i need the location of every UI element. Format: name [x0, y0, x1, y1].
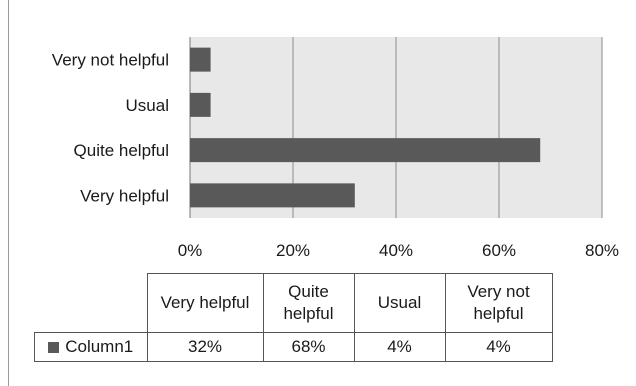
category-label: Usual — [126, 96, 169, 115]
x-tick-label: 0% — [178, 241, 203, 260]
x-tick-label: 20% — [276, 241, 310, 260]
category-label: Very helpful — [80, 186, 169, 205]
data-table-header-cell: Very not helpful — [444, 273, 553, 333]
category-label: Very not helpful — [52, 51, 169, 70]
bar — [190, 138, 541, 163]
data-table: Very helpful Quite helpful Usual Very no… — [34, 273, 553, 362]
data-table-row-label: Column1 — [34, 332, 148, 362]
bar — [190, 92, 211, 117]
bar — [190, 183, 355, 208]
x-axis-ticks: 0% 20% 40% 60% 80% — [178, 241, 619, 260]
data-table-corner — [34, 273, 148, 333]
x-tick-label: 80% — [585, 241, 619, 260]
category-labels: Very helpful Quite helpful Usual Very not h… — [52, 51, 169, 206]
data-table-header-cell: Very helpful — [146, 273, 264, 333]
x-tick-label: 40% — [379, 241, 413, 260]
data-table-cell: 4% — [444, 332, 553, 362]
data-table-cell: 68% — [262, 332, 355, 362]
legend-swatch — [48, 342, 60, 353]
series-name: Column1 — [65, 337, 134, 356]
data-table-cell: 32% — [146, 332, 264, 362]
bar-chart: Very helpful Quite helpful Usual Very not h… — [52, 37, 619, 260]
frame-left-border — [8, 0, 9, 386]
data-table-cell: 4% — [353, 332, 446, 362]
data-table-header-cell: Quite helpful — [262, 273, 355, 333]
bars — [190, 47, 541, 208]
data-table-header-row: Very helpful Quite helpful Usual Very no… — [34, 273, 553, 333]
x-tick-label: 60% — [482, 241, 516, 260]
data-table-row: Column1 32% 68% 4% 4% — [34, 332, 553, 362]
bar — [190, 47, 211, 72]
category-label: Quite helpful — [74, 141, 169, 160]
data-table-header-cell: Usual — [353, 273, 446, 333]
